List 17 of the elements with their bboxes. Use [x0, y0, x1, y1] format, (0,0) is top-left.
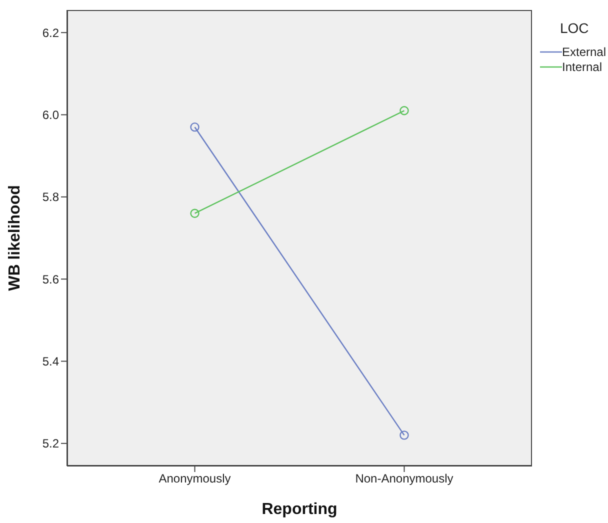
x-tick-label: Non-Anonymously [355, 472, 454, 486]
x-tick-label: Anonymously [158, 472, 231, 486]
y-tick-label: 6.2 [42, 26, 60, 40]
point [400, 430, 409, 440]
x-axis-title: Reporting [262, 501, 338, 518]
y-tick-label: 5.6 [42, 272, 60, 286]
y-tick-label: 5.8 [42, 190, 60, 204]
y-tick-label: 5.2 [42, 436, 60, 451]
point [400, 106, 409, 116]
legend-label: External [562, 44, 606, 58]
y-axis-title: WB likelihood [6, 185, 24, 291]
point [190, 122, 200, 132]
y-tick-label: 5.4 [42, 354, 60, 369]
legend-title: LOC [560, 20, 590, 36]
point [190, 208, 200, 218]
y-tick-label: 6.0 [42, 108, 60, 122]
legend-label: Internal [562, 60, 602, 74]
